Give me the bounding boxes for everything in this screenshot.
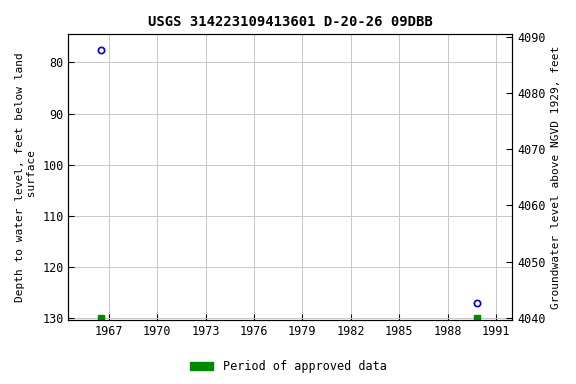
Y-axis label: Groundwater level above NGVD 1929, feet: Groundwater level above NGVD 1929, feet <box>551 46 561 309</box>
Title: USGS 314223109413601 D-20-26 09DBB: USGS 314223109413601 D-20-26 09DBB <box>148 15 433 29</box>
Y-axis label: Depth to water level, feet below land
 surface: Depth to water level, feet below land su… <box>15 53 37 302</box>
Legend: Period of approved data: Period of approved data <box>185 356 391 378</box>
